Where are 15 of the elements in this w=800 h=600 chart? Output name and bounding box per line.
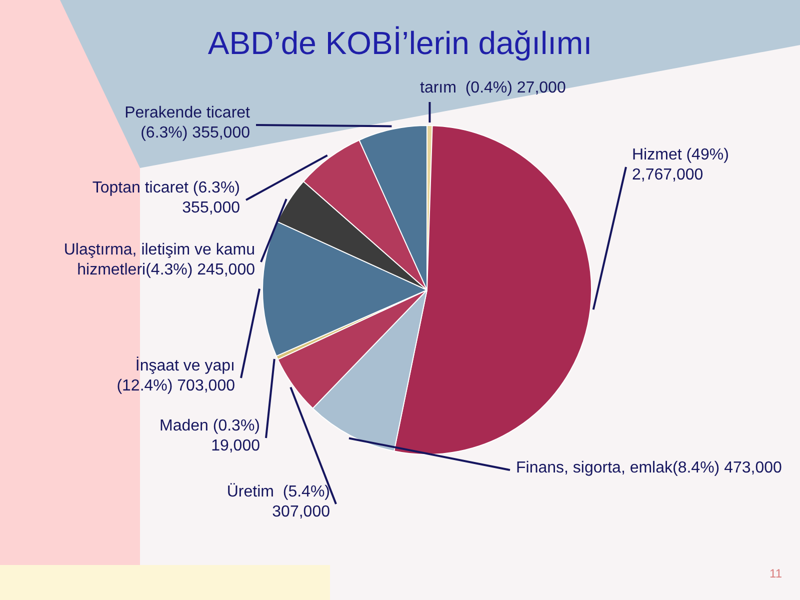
data-label: 307,000 <box>272 503 330 520</box>
slice-label: Ulaştırma, iletişim ve kamu hizmetleri(4.3%) 245,000 <box>64 241 256 278</box>
slice-label: İnşaat ve yapı (12.4%) 703,000 <box>116 356 236 394</box>
data-label: 19,000 <box>211 437 260 454</box>
slice-label: Perakende ticaret (6.3%) 355,000 <box>124 104 251 142</box>
chart-title: ABD’de KOBİ’lerin dağılımı <box>208 24 592 61</box>
data-label: 2,767,000 <box>632 166 704 184</box>
slice-label: Toptan ticaret (6.3%) <box>92 179 240 196</box>
slice-label: Hizmet (49%) <box>632 146 729 164</box>
slice-label: Maden (0.3%) <box>160 417 260 434</box>
data-label: 355,000 <box>182 199 240 216</box>
slice-label: Üretim (5.4%) <box>226 482 330 500</box>
slice-label: Finans, sigorta, emlak(8.4%) 473,000 <box>516 459 782 476</box>
text: 11 <box>770 566 782 580</box>
slice-label: tarım (0.4%) 27,000 <box>420 79 566 96</box>
